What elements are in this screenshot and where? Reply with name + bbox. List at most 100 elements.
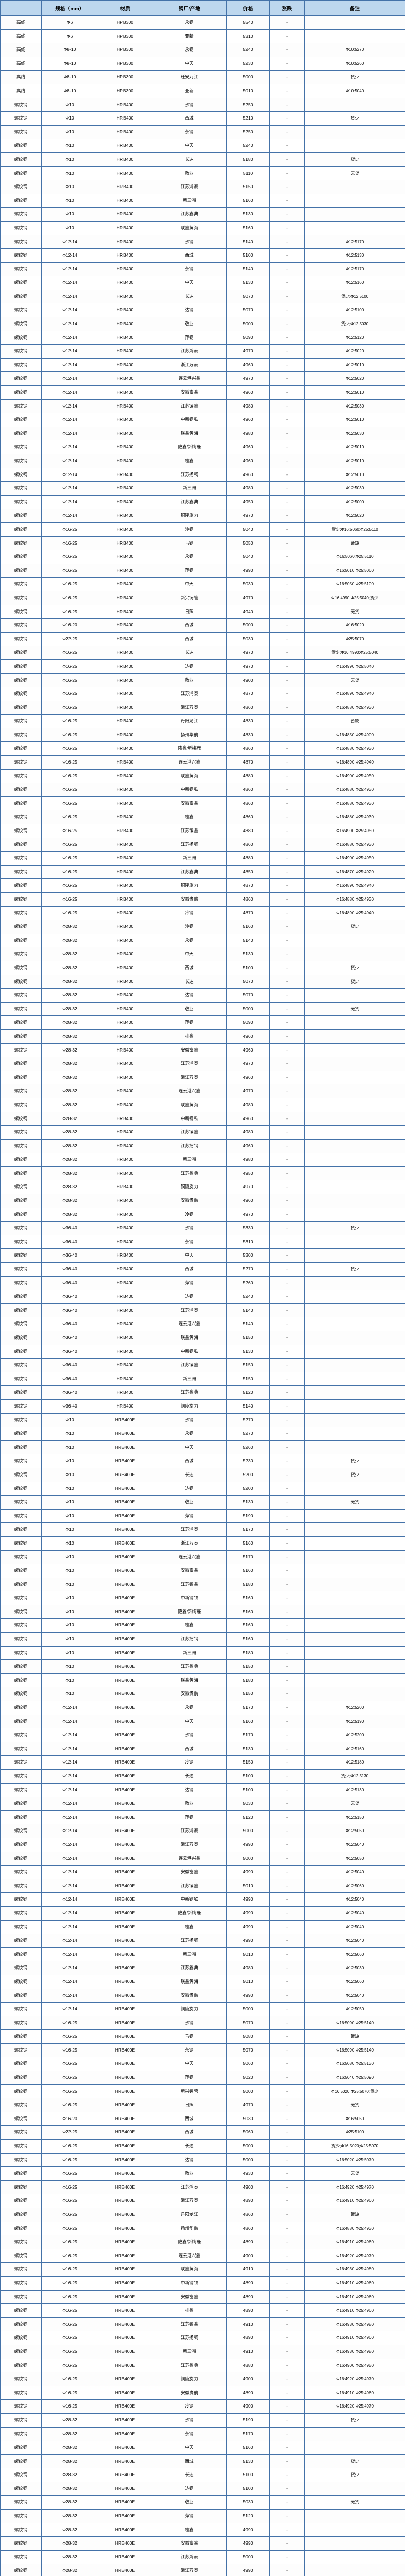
table-row[interactable]: 螺纹钢 Φ16-25 HRB400E 长达 5000- 货少;Φ16:5020;Φ25:5… <box>0 2139 405 2154</box>
table-row[interactable]: 螺纹钢 Φ16-25 HRB400 新三洲 4880- Φ16:4900;Φ25:4950 <box>0 851 405 866</box>
table-row[interactable]: 螺纹钢 Φ28-32 HRB400 联鑫黄海 4980- <box>0 1097 405 1112</box>
table-row[interactable]: 高线 Φ8-10 HPB300 永钢 5240- Φ10:5270 <box>0 43 405 57</box>
table-row[interactable]: 螺纹钢 Φ16-25 HRB400E 中天 5060- Φ16:5080;Φ25:5130 <box>0 2057 405 2072</box>
table-row[interactable]: 螺纹钢 Φ10 HRB400E 敬业 5130- 无货 <box>0 1495 405 1510</box>
table-row[interactable]: 螺纹钢 Φ12-14 HRB400 铜陵旋力 4970- Φ12:5020 <box>0 509 405 523</box>
table-row[interactable]: 螺纹钢 Φ12-14 HRB400E 敬业 5030- 无货 <box>0 1797 405 1811</box>
table-row[interactable]: 螺纹钢 Φ28-32 HRB400E 敬业 5030- 无货 <box>0 2495 405 2510</box>
table-row[interactable]: 螺纹钢 Φ16-25 HRB400 冷钢 4870- Φ16:4890;Φ25:4940 <box>0 906 405 921</box>
table-row[interactable]: 螺纹钢 Φ28-32 HRB400E 安徽富鑫 4990- <box>0 2536 405 2551</box>
table-row[interactable]: 螺纹钢 Φ10 HRB400E 安徽富鑫 5160- <box>0 1564 405 1578</box>
table-row[interactable]: 螺纹钢 Φ16-25 HRB400 江苏镔鑫 4880- Φ16:4900;Φ25:495… <box>0 824 405 838</box>
table-row[interactable]: 螺纹钢 Φ12-14 HRB400 达钢 5070- Φ12:5100 <box>0 303 405 318</box>
table-row[interactable]: 螺纹钢 Φ10 HRB400E 桂鑫 5160- <box>0 1618 405 1633</box>
table-row[interactable]: 螺纹钢 Φ16-25 HRB400E 日照 4970- 无货 <box>0 2098 405 2112</box>
table-row[interactable]: 螺纹钢 Φ16-25 HRB400E 江苏鸿泰 4900- Φ16:4920;Φ25:49… <box>0 2180 405 2195</box>
table-row[interactable]: 螺纹钢 Φ36-40 HRB400 铜陵旋力 5140- <box>0 1399 405 1414</box>
table-row[interactable]: 螺纹钢 Φ16-25 HRB400E 隆鑫/新梅鹿 4890- Φ16:4910;Φ25:… <box>0 2235 405 2249</box>
table-row[interactable]: 螺纹钢 Φ12-14 HRB400 中天 5130- Φ12:5160 <box>0 276 405 290</box>
table-row[interactable]: 螺纹钢 Φ12-14 HRB400E 中新钢铁 4990- Φ12:5040 <box>0 1892 405 1907</box>
table-row[interactable]: 螺纹钢 Φ12-14 HRB400 江苏鸿泰 4970- Φ12:5020 <box>0 344 405 359</box>
table-row[interactable]: 螺纹钢 Φ16-25 HRB400E 安徽富鑫 4890- Φ16:4910;Φ25:49… <box>0 2290 405 2304</box>
table-row[interactable]: 螺纹钢 Φ16-25 HRB400 马钢 5050- 暂缺 <box>0 536 405 551</box>
table-row[interactable]: 螺纹钢 Φ10 HRB400E 江苏扬钢 5160- <box>0 1632 405 1647</box>
table-row[interactable]: 螺纹钢 Φ10 HRB400E 沙钢 5270- <box>0 1413 405 1428</box>
table-row[interactable]: 螺纹钢 Φ10 HRB400E 江苏镔鑫 5180- <box>0 1577 405 1592</box>
table-row[interactable]: 高线 Φ8-10 HPB300 亚新 5010- Φ10:5040 <box>0 83 405 98</box>
table-row[interactable]: 螺纹钢 Φ12-14 HRB400E 江苏鑫典 4980- Φ12:5030 <box>0 1961 405 1975</box>
table-row[interactable]: 螺纹钢 Φ28-32 HRB400 安徽贵航 4960- <box>0 1194 405 1208</box>
table-row[interactable]: 高线 Φ8-10 HPB300 迁安九江 5000- 货少 <box>0 70 405 84</box>
table-row[interactable]: 螺纹钢 Φ28-32 HRB400 长达 5070- 货少 <box>0 974 405 989</box>
table-row[interactable]: 螺纹钢 Φ16-25 HRB400 隆鑫/新梅鹿 4860- Φ16:4880;Φ25:4… <box>0 741 405 756</box>
table-row[interactable]: 螺纹钢 Φ12-14 HRB400 新三洲 4980- Φ12:5030 <box>0 481 405 496</box>
table-row[interactable]: 螺纹钢 Φ16-25 HRB400E 联鑫黄海 4910- Φ16:4930;Φ25:49… <box>0 2262 405 2277</box>
table-row[interactable]: 螺纹钢 Φ16-25 HRB400 连云港兴鑫 4870- Φ16:4890;Φ25:49… <box>0 755 405 770</box>
table-row[interactable]: 螺纹钢 Φ16-25 HRB400E 沙钢 5070- Φ16:5090;Φ25:5140 <box>0 2015 405 2030</box>
table-row[interactable]: 螺纹钢 Φ12-14 HRB400 敬业 5000- 货少;Φ12:5030 <box>0 317 405 331</box>
table-row[interactable]: 螺纹钢 Φ16-25 HRB400 长达 4970- 货少;Φ16:4990;Φ25:50… <box>0 646 405 660</box>
table-row[interactable]: 螺纹钢 Φ10 HRB400E 中新钢铁 5160- <box>0 1591 405 1605</box>
table-row[interactable]: 螺纹钢 Φ36-40 HRB400 达钢 5240- <box>0 1290 405 1304</box>
table-row[interactable]: 螺纹钢 Φ16-25 HRB400E 丹阳龙江 4860- 暂缺 <box>0 2208 405 2222</box>
table-row[interactable]: 螺纹钢 Φ16-20 HRB400 西城 5000- Φ16:5020 <box>0 618 405 633</box>
table-row[interactable]: 螺纹钢 Φ10 HRB400 永钢 5250- <box>0 125 405 140</box>
table-row[interactable]: 高线 Φ6 HPB300 亚新 5310- <box>0 29 405 44</box>
table-row[interactable]: 螺纹钢 Φ12-14 HRB400E 浙江万泰 4990- Φ12:5040 <box>0 1837 405 1852</box>
table-row[interactable]: 螺纹钢 Φ36-40 HRB400 江苏鸿泰 5140- <box>0 1303 405 1318</box>
table-row[interactable]: 螺纹钢 Φ28-32 HRB400E 桂鑫 4990- <box>0 2522 405 2537</box>
table-row[interactable]: 螺纹钢 Φ16-25 HRB400 丹阳龙江 4830- 暂缺 <box>0 714 405 728</box>
table-row[interactable]: 螺纹钢 Φ10 HRB400E 连云港兴鑫 5170- <box>0 1550 405 1565</box>
table-row[interactable]: 螺纹钢 Φ28-32 HRB400E 江苏鸿泰 5000- <box>0 2550 405 2565</box>
table-row[interactable]: 螺纹钢 Φ10 HRB400E 安徽贵航 5150- <box>0 1687 405 1702</box>
table-row[interactable]: 螺纹钢 Φ12-14 HRB400 西城 5100- Φ12:5130 <box>0 248 405 263</box>
table-row[interactable]: 螺纹钢 Φ12-14 HRB400E 永钢 5170- Φ12:5200 <box>0 1701 405 1715</box>
table-row[interactable]: 螺纹钢 Φ16-25 HRB400 新兴铸管 4970- Φ16:4990;Φ25:504… <box>0 590 405 605</box>
table-row[interactable]: 螺纹钢 Φ28-32 HRB400E 永钢 5170- <box>0 2427 405 2442</box>
table-row[interactable]: 螺纹钢 Φ16-25 HRB400E 江苏镔鑫 4910- Φ16:4930;Φ25:49… <box>0 2317 405 2332</box>
table-row[interactable]: 螺纹钢 Φ12-14 HRB400E 中天 5160- Φ12:5190 <box>0 1714 405 1729</box>
table-row[interactable]: 螺纹钢 Φ16-25 HRB400E 中新钢铁 4890- Φ16:4910;Φ25:49… <box>0 2276 405 2291</box>
table-row[interactable]: 螺纹钢 Φ28-32 HRB400 中新钢铁 4960- <box>0 1111 405 1126</box>
table-row[interactable]: 螺纹钢 Φ28-32 HRB400 敬业 5000- 无货 <box>0 1002 405 1016</box>
table-row[interactable]: 螺纹钢 Φ28-32 HRB400 铜陵旋力 4970- <box>0 1180 405 1195</box>
table-row[interactable]: 螺纹钢 Φ16-25 HRB400 江苏鑫典 4850- Φ16:4870;Φ25:492… <box>0 865 405 879</box>
table-row[interactable]: 螺纹钢 Φ10 HRB400E 萍钢 5190- <box>0 1509 405 1523</box>
table-row[interactable]: 螺纹钢 Φ12-14 HRB400 江苏鑫典 4950- Φ12:5000 <box>0 495 405 510</box>
table-row[interactable]: 螺纹钢 Φ36-40 HRB400 江苏鑫典 5120- <box>0 1385 405 1400</box>
table-row[interactable]: 螺纹钢 Φ16-25 HRB400E 新三洲 4910- Φ16:4930;Φ25:498… <box>0 2344 405 2359</box>
table-row[interactable]: 螺纹钢 Φ12-14 HRB400 江苏镔鑫 4980- Φ12:5030 <box>0 399 405 414</box>
table-row[interactable]: 螺纹钢 Φ12-14 HRB400E 隆鑫/新梅鹿 4990- Φ12:5040 <box>0 1906 405 1921</box>
table-row[interactable]: 螺纹钢 Φ16-25 HRB400E 达钢 5000- Φ16:5020;Φ25:5070 <box>0 2153 405 2167</box>
table-row[interactable]: 螺纹钢 Φ12-14 HRB400E 长达 5100- 货少;Φ12:5130 <box>0 1769 405 1784</box>
table-row[interactable]: 螺纹钢 Φ12-14 HRB400E 联鑫黄海 5010- Φ12:5060 <box>0 1974 405 1989</box>
table-row[interactable]: 螺纹钢 Φ16-25 HRB400 扬州华航 4830- Φ16:4850;Φ25:490… <box>0 727 405 742</box>
table-row[interactable]: 螺纹钢 Φ28-32 HRB400 江苏镔鑫 4980- <box>0 1125 405 1140</box>
table-row[interactable]: 螺纹钢 Φ28-32 HRB400 萍钢 5090- <box>0 1015 405 1030</box>
table-row[interactable]: 螺纹钢 Φ16-25 HRB400 达钢 4970- Φ16:4990;Φ25:5040 <box>0 659 405 674</box>
table-row[interactable]: 螺纹钢 Φ10 HRB400 新三洲 5160- <box>0 193 405 208</box>
table-row[interactable]: 螺纹钢 Φ10 HRB400 长达 5180- 货少 <box>0 152 405 167</box>
table-row[interactable]: 螺纹钢 Φ16-25 HRB400 铜陵旋力 4870- Φ16:4890;Φ25:494… <box>0 878 405 893</box>
table-row[interactable]: 螺纹钢 Φ12-14 HRB400E 新三洲 5010- Φ12:5060 <box>0 1947 405 1962</box>
table-row[interactable]: 螺纹钢 Φ10 HRB400E 达钢 5200- <box>0 1481 405 1496</box>
table-row[interactable]: 螺纹钢 Φ10 HRB400 敬业 5110- 无货 <box>0 166 405 181</box>
table-row[interactable]: 螺纹钢 Φ16-25 HRB400E 江苏扬钢 4890- Φ16:4910;Φ25:49… <box>0 2331 405 2345</box>
table-row[interactable]: 螺纹钢 Φ16-25 HRB400E 浙江万泰 4890- Φ16:4910;Φ25:49… <box>0 2194 405 2208</box>
table-row[interactable]: 螺纹钢 Φ10 HRB400E 联鑫黄海 5180- <box>0 1673 405 1688</box>
table-row[interactable]: 螺纹钢 Φ16-25 HRB400E 连云港兴鑫 4900- Φ16:4920;Φ25:4… <box>0 2248 405 2263</box>
table-row[interactable]: 螺纹钢 Φ12-14 HRB400 隆鑫/新梅鹿 4960- Φ12:5010 <box>0 440 405 454</box>
table-row[interactable]: 螺纹钢 Φ12-14 HRB400 浙江万泰 4960- Φ12:5010 <box>0 358 405 372</box>
table-row[interactable]: 螺纹钢 Φ10 HRB400E 隆鑫/新梅鹿 5160- <box>0 1604 405 1619</box>
table-row[interactable]: 螺纹钢 Φ10 HRB400 西城 5210- 货少 <box>0 111 405 126</box>
table-row[interactable]: 螺纹钢 Φ16-25 HRB400E 永钢 5070- Φ16:5090;Φ25:5140 <box>0 2043 405 2058</box>
table-row[interactable]: 螺纹钢 Φ10 HRB400E 江苏鑫典 5150- <box>0 1659 405 1674</box>
table-row[interactable]: 螺纹钢 Φ12-14 HRB400E 冷钢 5150- Φ12:5180 <box>0 1755 405 1770</box>
table-row[interactable]: 螺纹钢 Φ16-25 HRB400 安徽富鑫 4860- Φ16:4880;Φ25:493… <box>0 796 405 811</box>
table-row[interactable]: 螺纹钢 Φ16-25 HRB400 中天 5030- Φ16:5050;Φ25:5100 <box>0 577 405 591</box>
table-row[interactable]: 螺纹钢 Φ16-25 HRB400 桂鑫 4860- Φ16:4880;Φ25:4930 <box>0 810 405 825</box>
table-row[interactable]: 螺纹钢 Φ16-25 HRB400 江苏鸿泰 4870- Φ16:4890;Φ25:494… <box>0 687 405 701</box>
table-row[interactable]: 螺纹钢 Φ16-25 HRB400 日照 4940- 无货 <box>0 604 405 619</box>
table-row[interactable]: 螺纹钢 Φ28-32 HRB400 永钢 5140- <box>0 933 405 948</box>
table-row[interactable]: 螺纹钢 Φ16-25 HRB400E 江苏鑫典 4880- Φ16:4900;Φ25:49… <box>0 2358 405 2373</box>
